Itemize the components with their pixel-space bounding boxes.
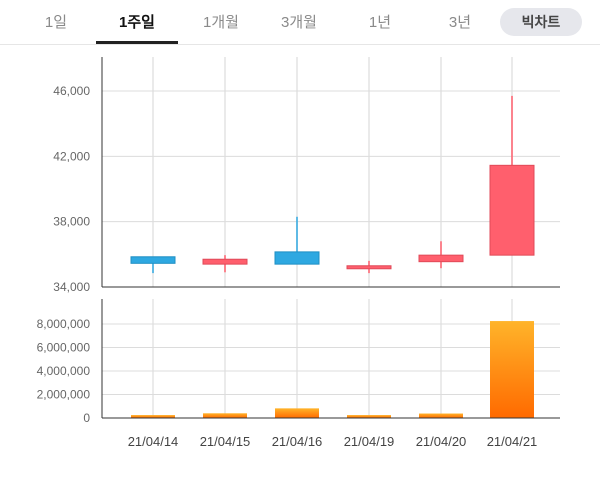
- volume-tick-label: 0: [83, 411, 90, 425]
- volume-bar: [347, 415, 391, 418]
- date-tick-label: 21/04/15: [200, 434, 251, 449]
- candlesticks: [130, 95, 535, 274]
- tab-3-year[interactable]: 3년: [448, 14, 472, 31]
- price-tick-label: 42,000: [53, 149, 90, 163]
- candle: [346, 260, 392, 274]
- price-tick-label: 34,000: [53, 280, 90, 294]
- candle: [274, 216, 320, 265]
- tab-1-day[interactable]: 1일: [44, 14, 68, 31]
- tab-1-month[interactable]: 1개월: [203, 14, 239, 31]
- date-tick-label: 21/04/19: [344, 434, 395, 449]
- tab-3-month[interactable]: 3개월: [281, 14, 317, 31]
- axes-frame: [101, 57, 560, 419]
- price-tick-label: 46,000: [53, 84, 90, 98]
- date-tick-label: 21/04/16: [272, 434, 323, 449]
- candle: [489, 95, 535, 256]
- volume-bar: [131, 415, 175, 418]
- candle: [202, 255, 248, 273]
- date-tick-label: 21/04/20: [416, 434, 467, 449]
- candle-body: [489, 164, 535, 256]
- active-tab-underline: [96, 41, 178, 44]
- volume-bar: [203, 413, 247, 418]
- volume-axis: 8,000,000 6,000,000 4,000,000 2,000,000 0: [37, 317, 91, 425]
- candle-body: [418, 254, 464, 263]
- candle: [418, 241, 464, 269]
- price-axis: 46,000 42,000 38,000 34,000: [53, 84, 90, 294]
- volume-bars: [131, 321, 534, 418]
- candle: [130, 256, 176, 274]
- volume-bar: [490, 321, 534, 418]
- date-tick-label: 21/04/14: [128, 434, 179, 449]
- candle-body: [274, 251, 320, 265]
- volume-tick-label: 8,000,000: [37, 317, 91, 331]
- big-chart-button[interactable]: 빅차트: [500, 8, 582, 36]
- date-axis: 21/04/14 21/04/15 21/04/16 21/04/19 21/04/20…: [128, 434, 538, 449]
- tab-1-year[interactable]: 1년: [368, 14, 392, 31]
- volume-tick-label: 6,000,000: [37, 341, 91, 355]
- period-tab-bar: 1일 1주일 1개월 3개월 1년 3년 빅차트: [0, 0, 600, 45]
- volume-tick-label: 2,000,000: [37, 388, 91, 402]
- price-tick-label: 38,000: [53, 215, 90, 229]
- volume-tick-label: 4,000,000: [37, 364, 91, 378]
- volume-bar: [419, 413, 463, 418]
- candle-body: [346, 265, 392, 270]
- volume-bar: [275, 408, 319, 418]
- date-tick-label: 21/04/21: [487, 434, 538, 449]
- candle-body: [130, 256, 176, 264]
- tab-1-week[interactable]: 1주일: [119, 14, 155, 31]
- candle-body: [202, 258, 248, 265]
